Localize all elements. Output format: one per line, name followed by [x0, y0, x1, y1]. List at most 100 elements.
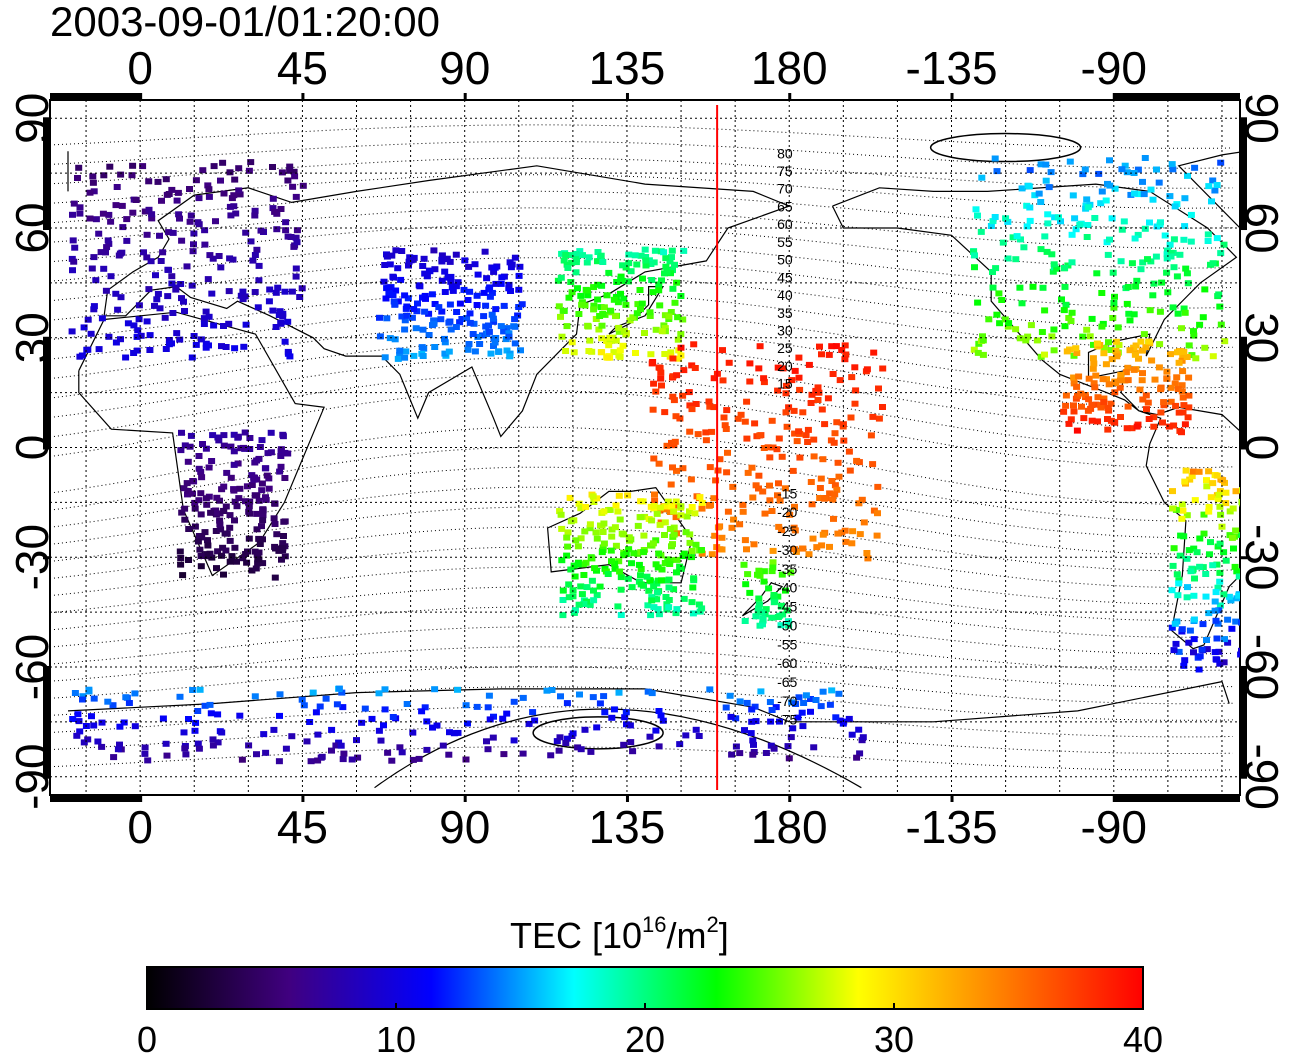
tec-point	[787, 734, 795, 741]
tec-point	[181, 308, 188, 314]
tec-point	[112, 202, 120, 209]
frame-tick	[625, 93, 629, 99]
tec-point	[226, 169, 234, 176]
tec-point	[646, 577, 654, 584]
tec-point	[590, 302, 598, 309]
tec-point	[145, 206, 153, 213]
tec-point	[777, 622, 785, 629]
tec-point	[128, 172, 136, 179]
tec-point	[1131, 190, 1138, 197]
tec-point	[175, 211, 183, 218]
tec-point	[655, 743, 663, 750]
tec-point	[1187, 238, 1195, 245]
tec-point	[1037, 246, 1045, 253]
tec-point	[510, 737, 518, 744]
tec-point	[1203, 483, 1211, 490]
tec-point	[225, 288, 233, 295]
bottom-lon-label: 90	[439, 801, 490, 853]
tec-point	[181, 516, 189, 523]
tec-point	[298, 696, 306, 703]
tec-point	[1222, 557, 1230, 564]
tec-point	[1163, 255, 1171, 262]
tec-point	[1102, 361, 1110, 368]
tec-point	[143, 231, 151, 238]
tec-point	[682, 732, 690, 739]
tec-point	[85, 688, 93, 695]
tec-point	[131, 690, 139, 697]
tec-point	[680, 247, 688, 254]
tec-point	[1124, 364, 1132, 371]
tec-point	[245, 167, 253, 174]
tec-point	[610, 349, 618, 356]
tec-point	[253, 510, 261, 517]
tec-point	[873, 532, 881, 539]
tec-point	[1139, 370, 1146, 377]
tec-point	[254, 560, 262, 567]
tec-point	[409, 729, 417, 736]
tec-point	[583, 259, 591, 266]
tec-point	[665, 584, 673, 591]
tec-point	[505, 333, 513, 340]
tec-point	[1179, 352, 1187, 359]
tec-point	[99, 210, 107, 217]
tec-point	[1033, 337, 1041, 344]
tec-point	[814, 397, 822, 403]
left-lat-label: -90	[6, 743, 58, 809]
tec-point	[231, 345, 239, 352]
frame-tick	[1241, 227, 1247, 231]
tec-point	[791, 527, 799, 534]
tec-point	[788, 699, 796, 706]
tec-point	[1183, 354, 1191, 360]
coastline-shape	[67, 151, 1240, 229]
tec-point	[833, 486, 841, 493]
tec-point	[271, 500, 279, 507]
tec-point	[226, 537, 234, 544]
frame-tick	[625, 796, 629, 802]
tec-point	[210, 322, 218, 329]
tec-point	[188, 354, 196, 361]
tec-point	[89, 179, 97, 186]
tec-point	[752, 613, 760, 620]
tec-point	[565, 294, 573, 301]
tec-point	[748, 706, 756, 713]
tec-point	[471, 261, 479, 268]
tec-point	[648, 597, 656, 604]
tec-point	[686, 531, 694, 538]
tec-point	[184, 488, 192, 494]
tec-point	[643, 573, 651, 580]
tec-point	[795, 694, 803, 701]
tec-point	[97, 249, 105, 256]
tec-point	[437, 316, 445, 323]
tec-point	[503, 347, 511, 354]
tec-point	[394, 265, 402, 272]
tec-point	[172, 286, 180, 293]
tec-point	[826, 701, 834, 708]
tec-point	[474, 333, 482, 340]
tec-point	[358, 719, 366, 726]
tec-point	[245, 503, 253, 510]
tec-point	[718, 546, 726, 553]
tec-point	[1113, 353, 1121, 360]
tec-point	[832, 343, 840, 350]
tec-point	[1106, 182, 1114, 189]
tec-point	[253, 526, 261, 533]
tec-point	[1188, 473, 1196, 480]
tec-point	[117, 171, 125, 178]
tec-point	[581, 726, 589, 733]
tec-point	[260, 731, 268, 738]
tec-point	[169, 229, 177, 236]
tec-point	[676, 563, 684, 570]
tec-point	[652, 727, 660, 734]
tec-point	[213, 565, 220, 572]
tec-point	[1216, 578, 1224, 585]
tec-point	[438, 277, 446, 284]
tec-point	[725, 359, 733, 366]
tec-point	[641, 246, 649, 253]
tec-point	[1174, 592, 1182, 599]
tec-point	[831, 491, 839, 498]
tec-point	[560, 257, 568, 264]
tec-point	[449, 287, 457, 294]
tec-point	[1018, 300, 1026, 307]
tec-point	[677, 344, 685, 351]
